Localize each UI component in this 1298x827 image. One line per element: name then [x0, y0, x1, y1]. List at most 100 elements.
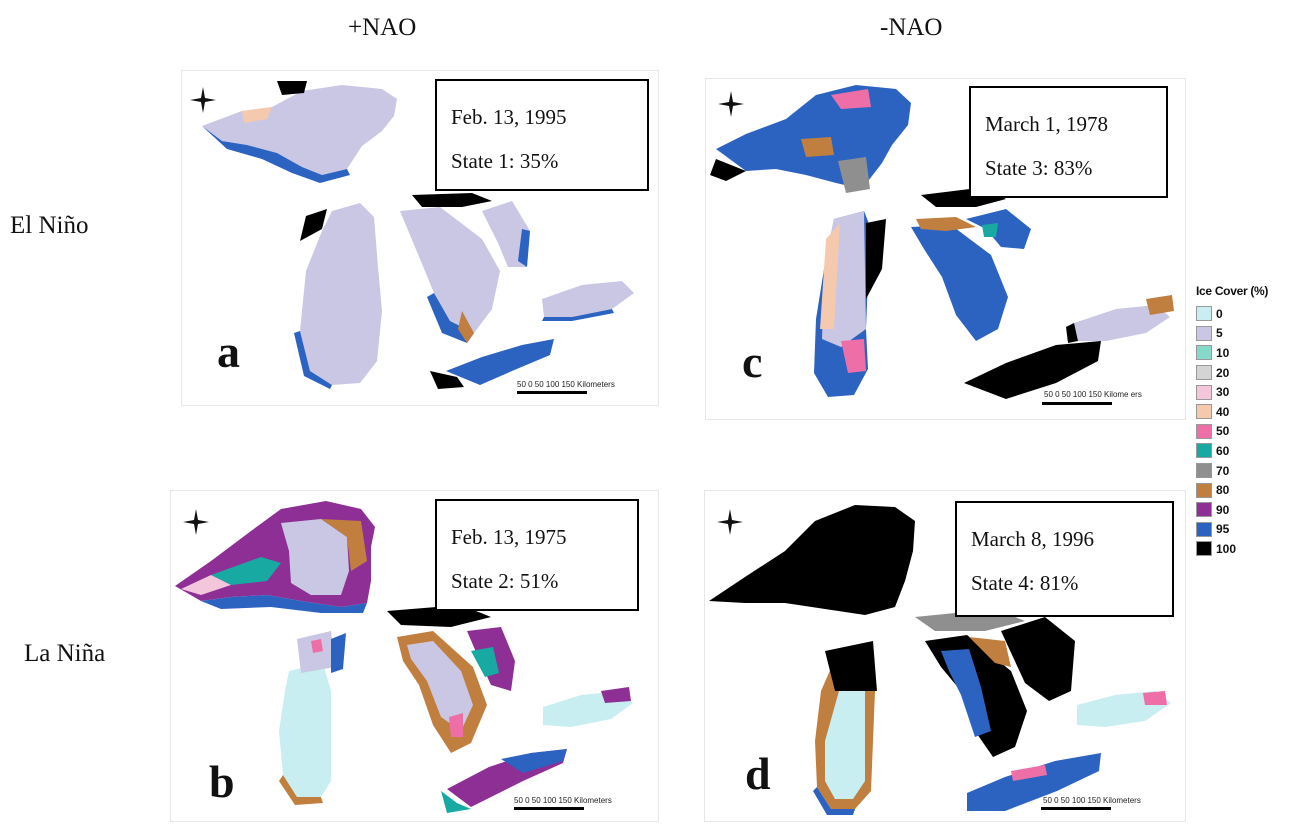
lake-erie — [964, 341, 1101, 399]
legend-rows: 0 5 10 20 30 40 50 60 70 80 90 95 100 — [1196, 304, 1296, 559]
row-header-la-nina: La Niña — [24, 640, 106, 667]
georgian-bay — [1001, 617, 1075, 701]
lake-erie-west — [441, 791, 471, 813]
lake-superior-west-teal — [211, 557, 281, 585]
legend-swatch — [1196, 384, 1212, 400]
lake-huron — [911, 225, 1008, 341]
north-channel — [412, 193, 492, 207]
legend-title: Ice Cover (%) — [1196, 284, 1269, 298]
georgian-bay-teal — [982, 223, 998, 237]
legend-value: 100 — [1216, 541, 1237, 556]
legend-value: 10 — [1216, 345, 1230, 360]
column-header-positive-nao: +NAO — [348, 14, 417, 41]
legend-swatch — [1196, 502, 1212, 518]
map-panel-d: March 8, 1996 State 4: 81% d 50 0 50 100… — [704, 490, 1186, 822]
north-arrow-icon — [183, 509, 209, 535]
green-bay — [331, 633, 346, 673]
north-arrow-icon — [190, 87, 216, 113]
lake-erie-west-basin — [430, 371, 464, 389]
panel-letter-d: d — [745, 748, 771, 799]
state-label-d: State 4: 81% — [971, 571, 1079, 595]
scale-bar — [514, 807, 584, 810]
lake-ontario-east — [1143, 691, 1167, 705]
lake-erie — [967, 753, 1101, 811]
saginaw-bay — [458, 311, 474, 343]
lake-superior-north-shore — [277, 81, 307, 95]
georgian-bay-edge — [518, 229, 530, 267]
legend-value: 70 — [1216, 463, 1230, 478]
legend-item: 5 — [1196, 324, 1296, 344]
legend-item: 20 — [1196, 363, 1296, 383]
north-arrow-icon — [717, 509, 743, 535]
north-arrow-icon — [718, 91, 744, 117]
date-label-c: March 1, 1978 — [985, 112, 1109, 136]
legend-item: 10 — [1196, 343, 1296, 363]
lake-superior-south-edge — [201, 595, 367, 613]
lake-michigan-edge — [813, 787, 855, 815]
lake-superior-center — [281, 519, 349, 595]
legend-value: 50 — [1216, 424, 1230, 439]
lake-michigan-west-shore — [820, 223, 840, 329]
legend-swatch — [1196, 463, 1212, 479]
date-label-b: Feb. 13, 1975 — [451, 525, 567, 549]
legend-swatch — [1196, 325, 1212, 341]
lake-superior-west — [801, 137, 834, 157]
legend-item: 30 — [1196, 382, 1296, 402]
legend-item: 95 — [1196, 520, 1296, 540]
legend-swatch — [1196, 306, 1212, 322]
date-box-b: Feb. 13, 1975 State 2: 51% — [435, 499, 639, 611]
lake-superior-west-tip — [242, 107, 272, 123]
legend-value: 90 — [1216, 502, 1230, 517]
legend-value: 80 — [1216, 483, 1230, 498]
ice-cover-legend: Ice Cover (%) 0 5 10 20 30 40 50 60 70 80 90 95 100 — [1196, 284, 1296, 559]
panel-letter-a: a — [217, 326, 240, 377]
legend-swatch — [1196, 345, 1212, 361]
legend-value: 20 — [1216, 365, 1230, 380]
date-box-a: Feb. 13, 1995 State 1: 35% — [435, 79, 649, 191]
lake-superior-west-pink — [181, 575, 231, 595]
georgian-bay — [482, 201, 530, 267]
legend-value: 0 — [1216, 306, 1223, 321]
great-lakes-map-b — [175, 501, 633, 813]
lake-huron — [400, 207, 500, 333]
legend-swatch — [1196, 541, 1212, 557]
legend-item: 0 — [1196, 304, 1296, 324]
legend-item: 70 — [1196, 461, 1296, 481]
scale-label-d: 50 0 50 100 150 Kilometers — [1043, 796, 1141, 805]
legend-swatch — [1196, 443, 1212, 459]
lake-superior — [709, 505, 915, 615]
date-box-c: March 1, 1978 State 3: 83% — [969, 86, 1168, 198]
scale-bar — [517, 391, 587, 394]
legend-value: 5 — [1216, 326, 1223, 341]
lake-michigan-pink — [311, 639, 323, 653]
state-label-c: State 3: 83% — [985, 156, 1093, 180]
lake-huron-center — [407, 641, 473, 731]
legend-item: 60 — [1196, 441, 1296, 461]
lake-erie-pink — [1011, 765, 1047, 781]
green-bay — [866, 219, 886, 299]
georgian-bay-teal — [471, 647, 499, 677]
north-channel — [916, 217, 976, 231]
scale-bar — [1041, 807, 1111, 810]
legend-swatch — [1196, 404, 1212, 420]
lake-superior-east — [321, 519, 367, 571]
lake-michigan — [300, 203, 382, 385]
legend-item: 40 — [1196, 402, 1296, 422]
legend-item: 90 — [1196, 500, 1296, 520]
legend-swatch — [1196, 482, 1212, 498]
scale-label-c: 50 0 50 100 150 Kilome ers — [1044, 390, 1142, 399]
lake-superior-center — [838, 157, 870, 193]
panel-letter-c: c — [742, 336, 763, 387]
legend-swatch — [1196, 365, 1212, 381]
legend-item: 80 — [1196, 480, 1296, 500]
panel-letter-b: b — [209, 756, 235, 807]
lake-erie-north — [501, 749, 567, 773]
lake-michigan-north — [825, 641, 877, 691]
legend-value: 95 — [1216, 522, 1230, 537]
legend-value: 30 — [1216, 385, 1230, 400]
lake-ontario-east — [1146, 295, 1174, 315]
lake-ontario-east — [601, 687, 631, 703]
lake-michigan — [279, 663, 331, 797]
column-header-negative-nao: -NAO — [880, 14, 943, 41]
scale-label-b: 50 0 50 100 150 Kilometers — [514, 796, 612, 805]
